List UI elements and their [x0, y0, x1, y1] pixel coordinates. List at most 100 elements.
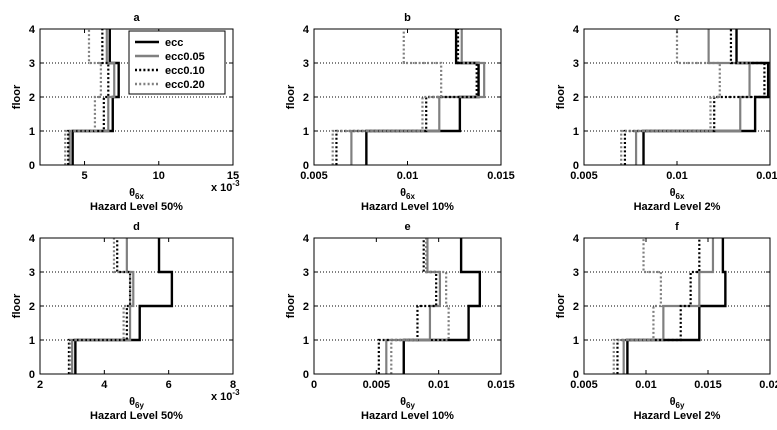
axis-exponent-base: x 10	[211, 391, 232, 403]
y-tick-label: 4	[303, 24, 310, 36]
y-axis-label: floor	[555, 84, 567, 109]
x-tick-label: 0.01	[428, 379, 449, 391]
y-tick-label: 0	[303, 369, 309, 381]
x-tick-label: 10	[153, 170, 165, 182]
y-tick-label: 2	[303, 301, 309, 313]
y-axis-label: floor	[11, 293, 23, 318]
y-tick-label: 0	[303, 160, 309, 172]
y-tick-label: 3	[303, 58, 309, 70]
series-line-ecc0.10	[67, 29, 110, 165]
y-tick-label: 0	[573, 160, 579, 172]
x-tick-label: 2	[37, 379, 43, 391]
series-line-ecc0.20	[69, 238, 132, 374]
y-axis-label: floor	[285, 84, 297, 109]
x-tick-label: 0.02	[759, 379, 777, 391]
x-axis-label-subscript: 6x	[676, 192, 685, 201]
x-tick-label: 0.015	[487, 170, 515, 182]
axis-exponent-power: -3	[232, 388, 240, 397]
series-line-ecc0.10	[335, 29, 478, 165]
x-tick-label: 15	[227, 170, 239, 182]
y-tick-label: 4	[303, 233, 310, 245]
x-tick-label: 0.01	[397, 170, 418, 182]
y-tick-label: 2	[29, 92, 35, 104]
y-tick-label: 1	[29, 335, 35, 347]
panel-title: a	[133, 12, 140, 24]
hazard-level-label: Hazard Level 10%	[361, 410, 454, 422]
x-tick-label: 5	[81, 170, 87, 182]
y-axis-label: floor	[555, 293, 567, 318]
axis-exponent: x 10-3	[211, 179, 240, 194]
y-tick-label: 0	[29, 160, 35, 172]
x-axis-label-subscript: 6y	[676, 401, 685, 410]
series-line-ecc0.10	[616, 238, 701, 374]
panel-title: d	[133, 221, 140, 233]
series-line-ecc0.20	[620, 29, 721, 165]
axis-exponent: x 10-3	[211, 388, 240, 403]
y-tick-label: 3	[573, 58, 579, 70]
hazard-level-label: Hazard Level 50%	[90, 410, 183, 422]
y-tick-label: 1	[303, 335, 309, 347]
hazard-level-label: Hazard Level 2%	[634, 201, 721, 213]
y-tick-label: 3	[29, 58, 35, 70]
x-tick-label: 0.015	[487, 379, 515, 391]
y-tick-label: 0	[29, 369, 35, 381]
x-axis-label-subscript: 6x	[135, 192, 144, 201]
y-tick-label: 1	[303, 126, 309, 138]
y-tick-label: 1	[573, 126, 579, 138]
legend-label: ecc0.10	[165, 65, 205, 77]
axis-exponent-base: x 10	[211, 182, 232, 194]
panel-title: b	[404, 12, 411, 24]
x-axis-label: θ6x	[129, 187, 144, 201]
hazard-level-label: Hazard Level 2%	[634, 410, 721, 422]
legend-label: ecc0.20	[165, 79, 205, 91]
y-axis-label: floor	[11, 84, 23, 109]
legend: ecc ecc0.05 ecc0.10 ecc0.20	[128, 30, 226, 95]
y-tick-label: 2	[303, 92, 309, 104]
x-tick-label: 0.005	[300, 170, 328, 182]
series-line-ecc0.20	[390, 238, 450, 374]
x-tick-label: 0	[311, 379, 317, 391]
panel-title: c	[674, 12, 680, 24]
x-axis-label-symbol: θ	[670, 396, 676, 408]
x-axis-label-subscript: 6x	[406, 192, 415, 201]
x-tick-label: 0.01	[666, 170, 687, 182]
y-tick-label: 0	[573, 369, 579, 381]
y-axis-label: floor	[285, 293, 297, 318]
series-line-ecc0.05	[634, 29, 751, 165]
series-line-ecc0.05	[68, 29, 116, 165]
x-tick-label: 4	[101, 379, 108, 391]
x-axis-label: θ6y	[670, 396, 685, 410]
x-tick-label: 0.01	[635, 379, 656, 391]
x-tick-label: 0.005	[570, 379, 598, 391]
y-tick-label: 4	[573, 24, 580, 36]
x-axis-label-subscript: 6y	[406, 401, 415, 410]
x-axis-label-subscript: 6y	[135, 401, 144, 410]
panel-title: f	[675, 221, 679, 233]
x-axis-label-symbol: θ	[400, 396, 406, 408]
legend-label: ecc0.05	[165, 51, 205, 63]
x-tick-label: 0.005	[570, 170, 598, 182]
y-tick-label: 2	[29, 301, 35, 313]
x-axis-label: θ6y	[400, 396, 415, 410]
series-line-ecc0.05	[385, 238, 442, 374]
y-tick-label: 2	[573, 92, 579, 104]
y-tick-label: 3	[29, 267, 35, 279]
panel-title: e	[404, 221, 410, 233]
legend-label: ecc	[165, 37, 183, 49]
series-line-ecc0.20	[64, 29, 102, 165]
x-tick-label: 0.015	[694, 379, 722, 391]
y-tick-label: 2	[573, 301, 579, 313]
x-axis-label: θ6y	[129, 396, 144, 410]
x-tick-label: 8	[230, 379, 236, 391]
series-line-ecc0.10	[623, 29, 766, 165]
y-tick-label: 3	[303, 267, 309, 279]
axis-exponent-power: -3	[232, 179, 240, 188]
y-tick-label: 4	[573, 233, 580, 245]
x-axis-label-symbol: θ	[670, 187, 676, 199]
x-tick-label: 0.015	[756, 170, 777, 182]
